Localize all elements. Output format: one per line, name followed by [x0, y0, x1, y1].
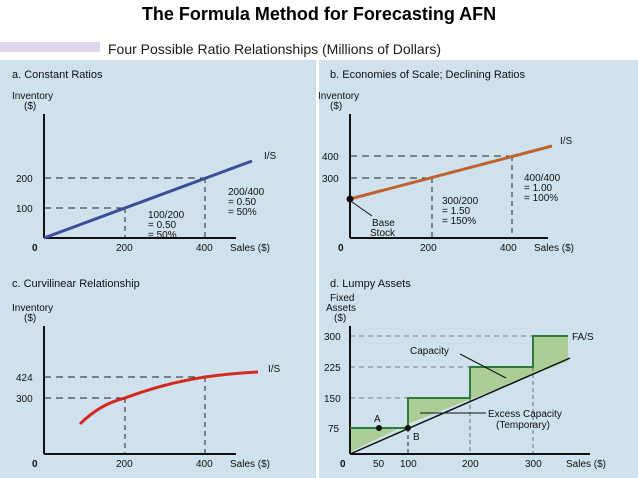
panel-b-annotation-100: = 1.00 [524, 183, 553, 194]
panel-b-ytick-300: 300 [322, 174, 339, 185]
panel-b-title: b. Economies of Scale; Declining Ratios [330, 69, 526, 81]
panel-d-xtick-0: 0 [340, 459, 346, 470]
panel-c-ylabel-line2: ($) [24, 313, 36, 324]
panel-b-ytick-400: 400 [322, 152, 339, 163]
panel-a-annotation-100-200: 100/200 [148, 210, 185, 221]
panel-a-annotation-050: = 0.50 [148, 220, 177, 231]
panel-d-capacity-line [349, 357, 571, 455]
panel-b-series-line [349, 144, 553, 201]
panel-c-ylabel-line1: Inventory [12, 303, 53, 314]
panel-b-ylabel-line1: Inventory [318, 91, 359, 102]
panel-a-xtick-0: 0 [32, 243, 38, 254]
panel-d-xtick-300: 300 [525, 459, 542, 470]
panel-b-base-stock-point [346, 195, 354, 203]
panel-a-ytick-200: 200 [16, 174, 33, 185]
panel-a-xlabel: Sales ($) [230, 243, 270, 254]
panel-d-series-label: FA/S [572, 332, 594, 343]
panel-d-point-a [376, 425, 382, 431]
panel-d-ytick-75: 75 [328, 424, 340, 435]
panel-c-background [0, 269, 316, 478]
figure-header-accent [0, 42, 100, 52]
panel-a-annotation-050-b: = 0.50 [228, 197, 257, 208]
panel-d-ylabel-line2: Assets [326, 303, 356, 314]
panel-b-annotation-150pct: = 150% [442, 216, 476, 227]
panel-d-xtick-100: 100 [400, 459, 417, 470]
panel-a-annotation-50pct: = 50% [148, 230, 177, 241]
panel-b-annotation-300-200: 300/200 [442, 196, 479, 207]
panel-d-excess-capacity-fill [350, 336, 568, 452]
panel-a-series-label: I/S [264, 151, 277, 162]
panel-b-xtick-0: 0 [338, 243, 344, 254]
panel-b-base-stock-label-2: Stock [370, 228, 396, 239]
panel-c-ytick-300: 300 [16, 394, 33, 405]
panel-c-xtick-0: 0 [32, 459, 38, 470]
panel-b: Inventory ($) Base Stock I/S 400 300 0 2… [318, 91, 574, 254]
panel-a-ylabel-line2: ($) [24, 101, 36, 112]
figure-header-bar [0, 36, 638, 60]
panel-b-xtick-400: 400 [500, 243, 517, 254]
figure-title: Four Possible Ratio Relationships (Milli… [108, 41, 441, 57]
panel-a-annotation-50pct-b: = 50% [228, 207, 257, 218]
panel-d-capacity-label: Capacity [410, 346, 449, 357]
panel-c-series-label: I/S [268, 364, 281, 375]
panel-c-xlabel: Sales ($) [230, 459, 270, 470]
panel-d-step-line [350, 335, 568, 429]
panel-c-ytick-424: 424 [16, 373, 33, 384]
panel-d-ytick-300: 300 [324, 332, 341, 343]
panel-b-xlabel: Sales ($) [534, 243, 574, 254]
panel-d-excess-label-2: (Temporary) [496, 420, 550, 431]
panel-d-point-a-label: A [374, 414, 381, 425]
panel-b-series-label: I/S [560, 136, 573, 147]
panel-d-title: d. Lumpy Assets [330, 278, 411, 290]
panel-b-xtick-200: 200 [420, 243, 437, 254]
panel-d-ytick-225: 225 [324, 363, 341, 374]
panel-d-point-b-label: B [413, 432, 420, 443]
panel-d-ytick-150: 150 [324, 394, 341, 405]
panel-d-xtick-50: 50 [373, 459, 385, 470]
panel-d-ylabel-line1: Fixed [330, 293, 354, 304]
panel-a-title: a. Constant Ratios [12, 69, 103, 81]
panel-d-ylabel-line3: ($) [334, 313, 346, 324]
panel-c-title: c. Curvilinear Relationship [12, 278, 140, 290]
panel-a: Inventory ($) I/S 200 100 0 200 400 Sale… [12, 91, 277, 254]
panel-c-xtick-400: 400 [196, 459, 213, 470]
ratio-relationships-figure: Four Possible Ratio Relationships (Milli… [0, 36, 638, 478]
panel-b-ylabel-line2: ($) [330, 101, 342, 112]
panel-c: Inventory ($) I/S 424 300 0 200 400 Sale… [12, 303, 281, 470]
panel-b-annotation-150: = 1.50 [442, 206, 471, 217]
panel-a-ytick-100: 100 [16, 204, 33, 215]
panel-b-annotation-100pct: = 100% [524, 193, 558, 204]
panel-b-base-stock-label-1: Base [372, 218, 395, 229]
panel-a-xtick-200: 200 [116, 243, 133, 254]
panel-d-xlabel: Sales ($) [566, 459, 606, 470]
panel-d-excess-label-1: Excess Capacity [488, 409, 562, 420]
panel-a-annotation-200-400: 200/400 [228, 187, 265, 198]
panel-d: Fixed Assets ($) A B FA/S Capacity Exces… [324, 293, 606, 470]
panel-a-series-line [43, 159, 253, 240]
panel-d-point-b [405, 425, 411, 431]
panel-d-capacity-pointer [459, 353, 507, 379]
panel-a-xtick-400: 400 [196, 243, 213, 254]
slide-title: The Formula Method for Forecasting AFN [141, 4, 497, 24]
panel-d-xtick-200: 200 [462, 459, 479, 470]
panel-a-ylabel-line1: Inventory [12, 91, 53, 102]
panel-c-series-curve [78, 370, 259, 426]
panel-b-annotation-400-400: 400/400 [524, 173, 561, 184]
panel-c-xtick-200: 200 [116, 459, 133, 470]
panel-b-base-stock-pointer [351, 201, 373, 217]
